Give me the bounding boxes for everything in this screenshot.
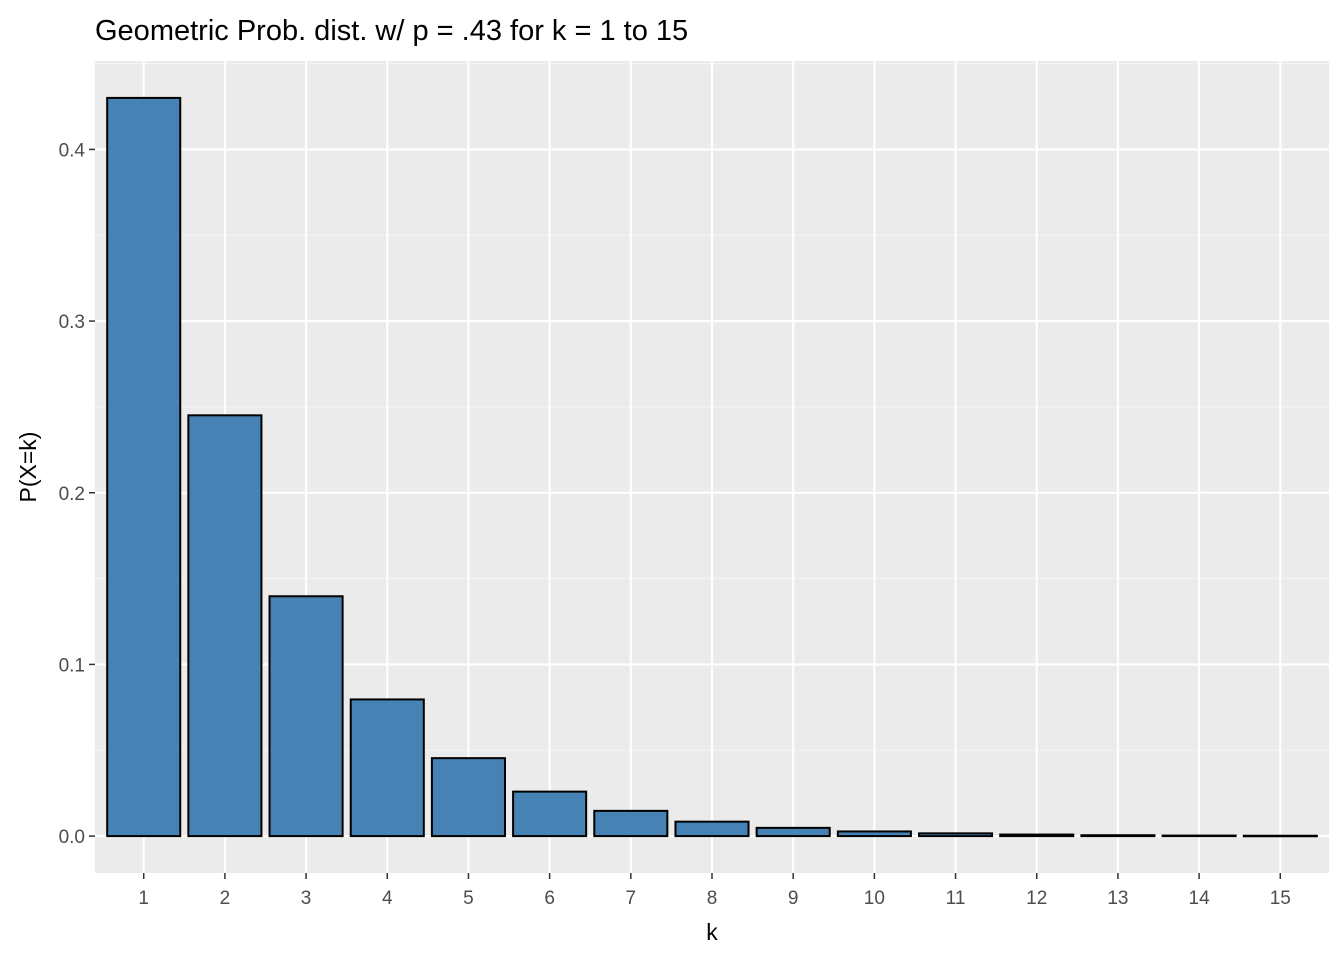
x-tick-label: 6 [544,888,555,909]
bar-k-4 [349,698,425,838]
bar-k-14 [1161,834,1237,838]
bar-k-6 [512,790,588,838]
chart-title: Geometric Prob. dist. w/ p = .43 for k =… [95,15,688,47]
x-tick-label: 4 [382,888,393,909]
y-tick-label: 0.0 [59,827,85,848]
bar-k-3 [268,595,344,838]
x-tick-label: 7 [626,888,637,909]
bars [106,96,1318,838]
bar-k-15 [1242,834,1318,838]
x-tick-label: 15 [1270,888,1291,909]
x-tick-label: 14 [1189,888,1211,909]
y-axis-label: P(X=k) [15,432,41,503]
bar-k-8 [674,820,750,838]
bar-k-10 [836,830,912,838]
y-tick-label: 0.3 [59,312,85,333]
x-tick-label: 13 [1107,888,1128,909]
bar-k-11 [918,832,994,838]
x-tick-label: 11 [946,888,966,909]
x-tick-label: 3 [301,888,312,909]
x-tick-label: 5 [463,888,474,909]
x-tick-label: 1 [138,888,149,909]
x-tick-label: 2 [220,888,231,909]
y-axis: 0.0 0.1 0.2 0.3 0.4 [59,140,95,848]
x-tick-label: 9 [788,888,799,909]
x-tick-label: 8 [707,888,718,909]
bar-k-7 [593,809,669,838]
bar-k-5 [430,757,506,838]
bar-k-12 [999,833,1075,838]
bar-k-13 [1080,834,1156,838]
x-axis-label: k [706,919,718,945]
y-tick-label: 0.1 [59,655,85,676]
x-tick-label: 12 [1026,888,1047,909]
bar-k-1 [106,96,182,838]
bar-k-9 [755,826,831,838]
x-tick-label: 10 [864,888,885,909]
bar-k-2 [187,414,263,838]
y-tick-label: 0.4 [59,140,86,161]
y-tick-label: 0.2 [59,484,85,505]
x-axis: 1 2 3 4 5 6 7 8 9 10 11 12 13 14 15 [138,873,1291,909]
